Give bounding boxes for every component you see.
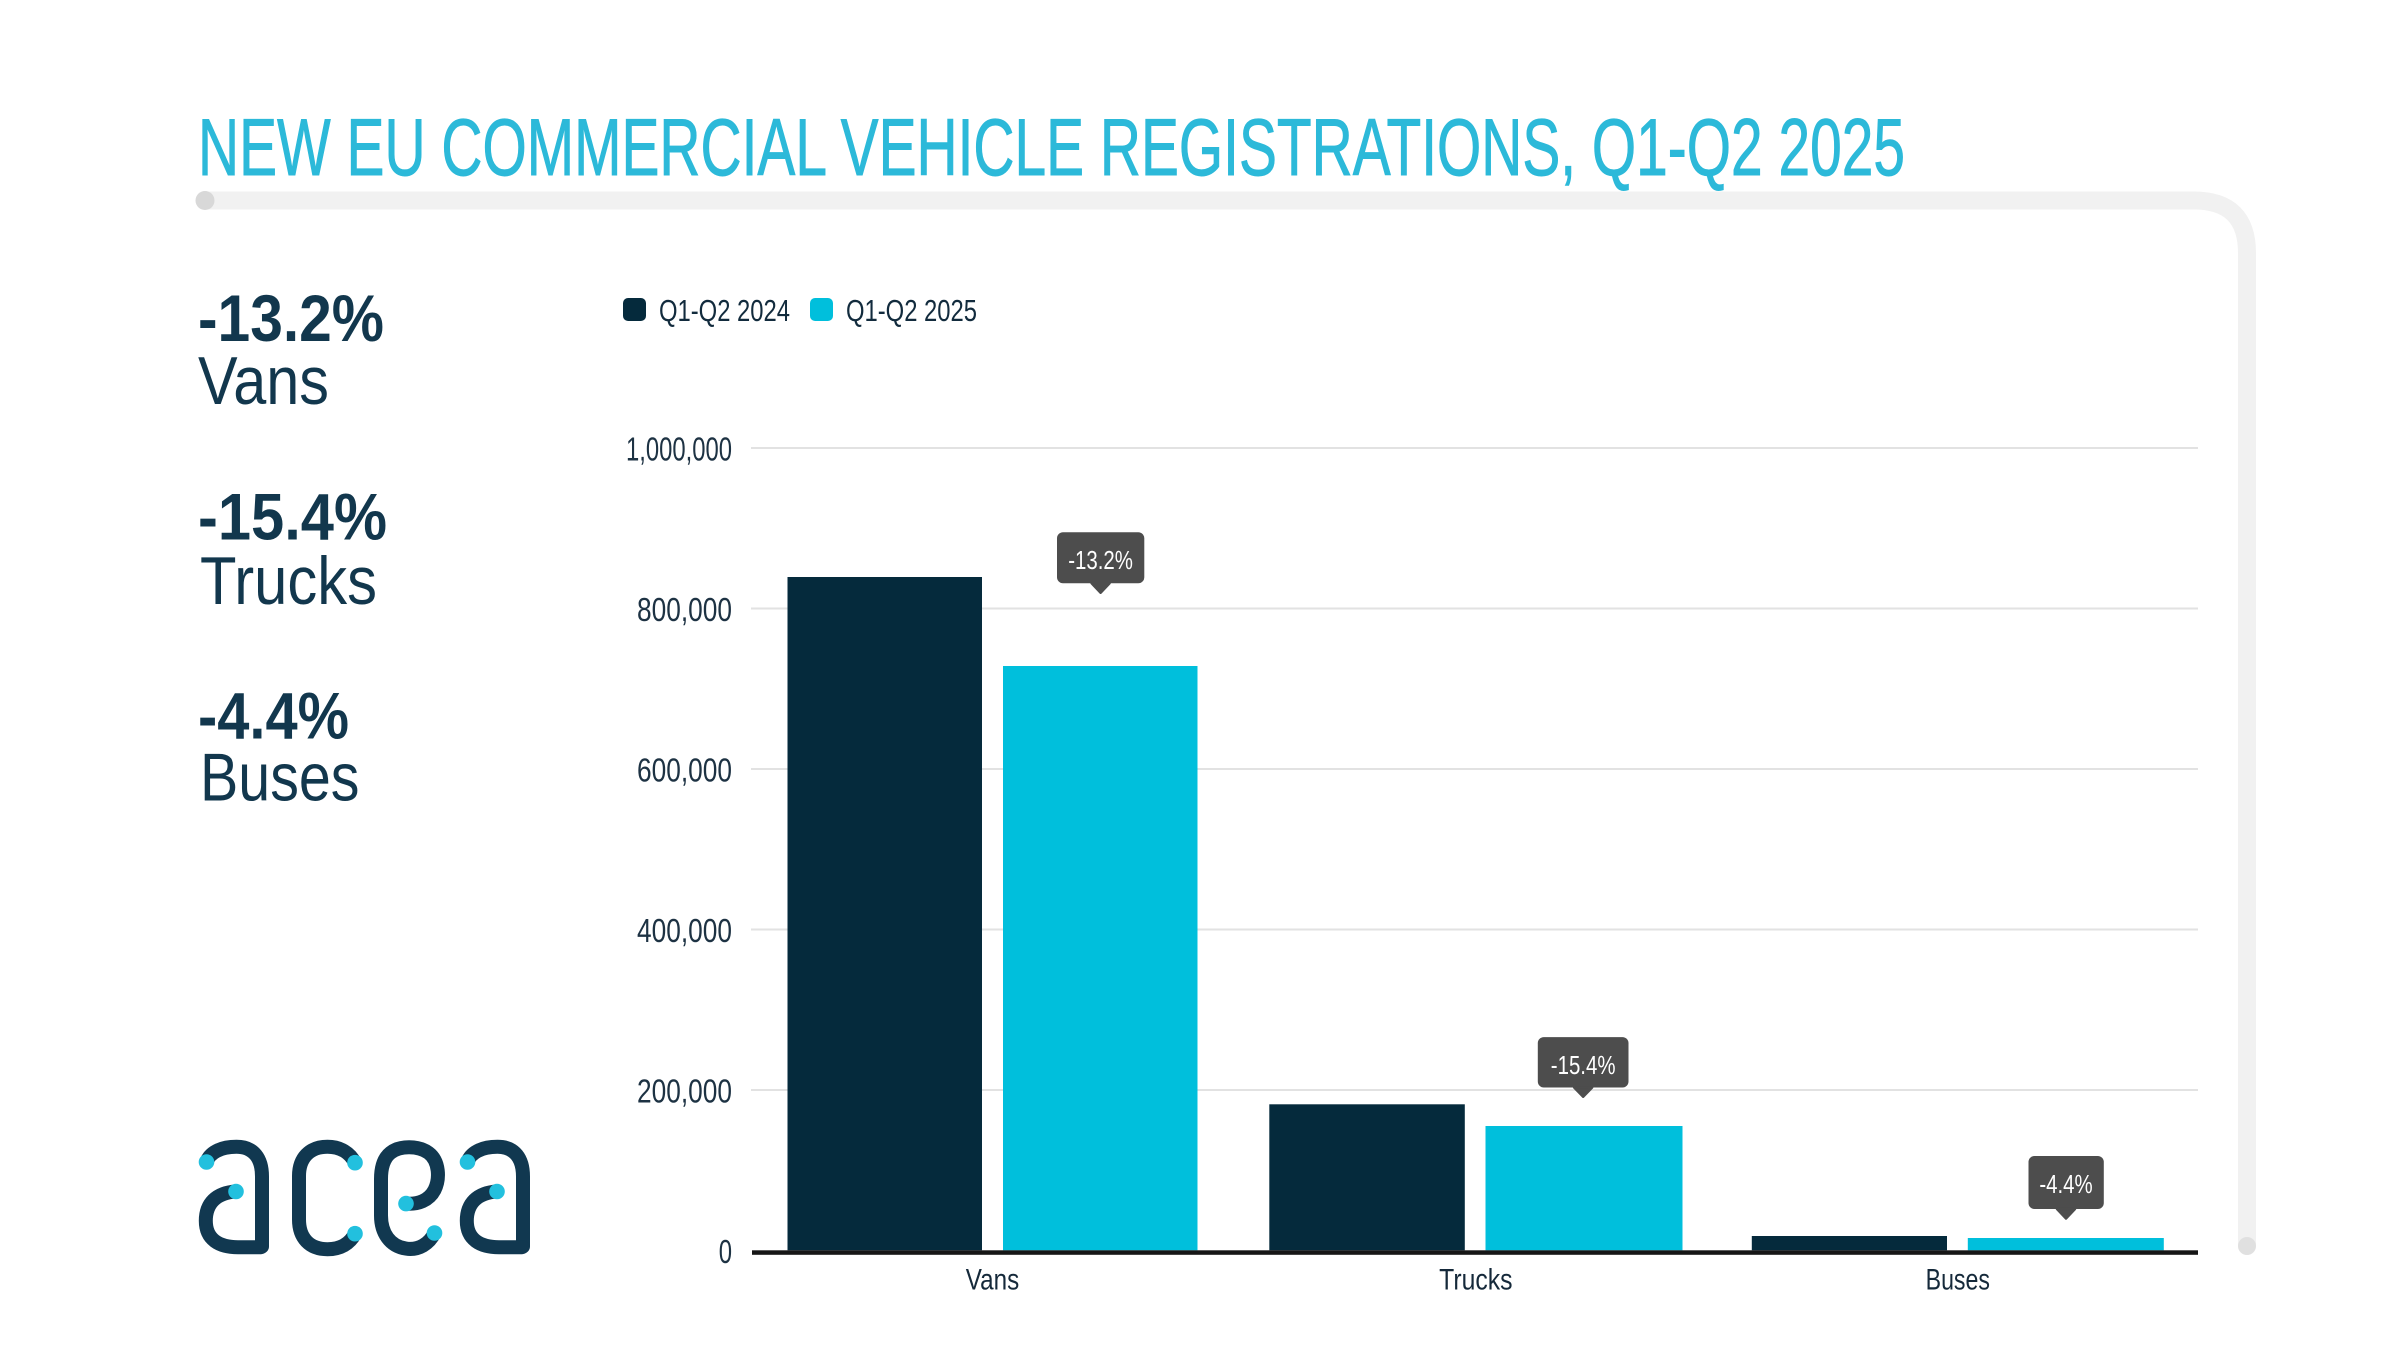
svg-text:Buses: Buses xyxy=(200,740,360,816)
svg-text:-13.2%: -13.2% xyxy=(1068,547,1133,575)
svg-text:-4.4%: -4.4% xyxy=(2039,1171,2092,1199)
svg-text:1,000,000: 1,000,000 xyxy=(626,431,732,468)
svg-text:Trucks: Trucks xyxy=(1439,1264,1512,1297)
svg-text:Q1-Q2 2025: Q1-Q2 2025 xyxy=(846,293,977,328)
svg-text:-13.2%: -13.2% xyxy=(198,281,384,355)
svg-text:NEW EU COMMERCIAL VEHICLE REGI: NEW EU COMMERCIAL VEHICLE REGISTRATIONS,… xyxy=(198,103,1905,193)
svg-text:0: 0 xyxy=(719,1234,732,1271)
svg-text:400,000: 400,000 xyxy=(637,913,732,950)
svg-text:200,000: 200,000 xyxy=(637,1073,732,1110)
svg-text:Buses: Buses xyxy=(1926,1264,1990,1297)
svg-text:Vans: Vans xyxy=(966,1264,1019,1297)
svg-text:-15.4%: -15.4% xyxy=(198,480,387,554)
svg-text:-15.4%: -15.4% xyxy=(1551,1052,1616,1080)
svg-text:Q1-Q2 2024: Q1-Q2 2024 xyxy=(659,293,790,328)
svg-text:Trucks: Trucks xyxy=(200,543,377,619)
svg-text:Vans: Vans xyxy=(198,343,329,419)
svg-text:600,000: 600,000 xyxy=(637,752,732,789)
svg-text:-4.4%: -4.4% xyxy=(198,679,349,753)
svg-text:800,000: 800,000 xyxy=(637,592,732,629)
